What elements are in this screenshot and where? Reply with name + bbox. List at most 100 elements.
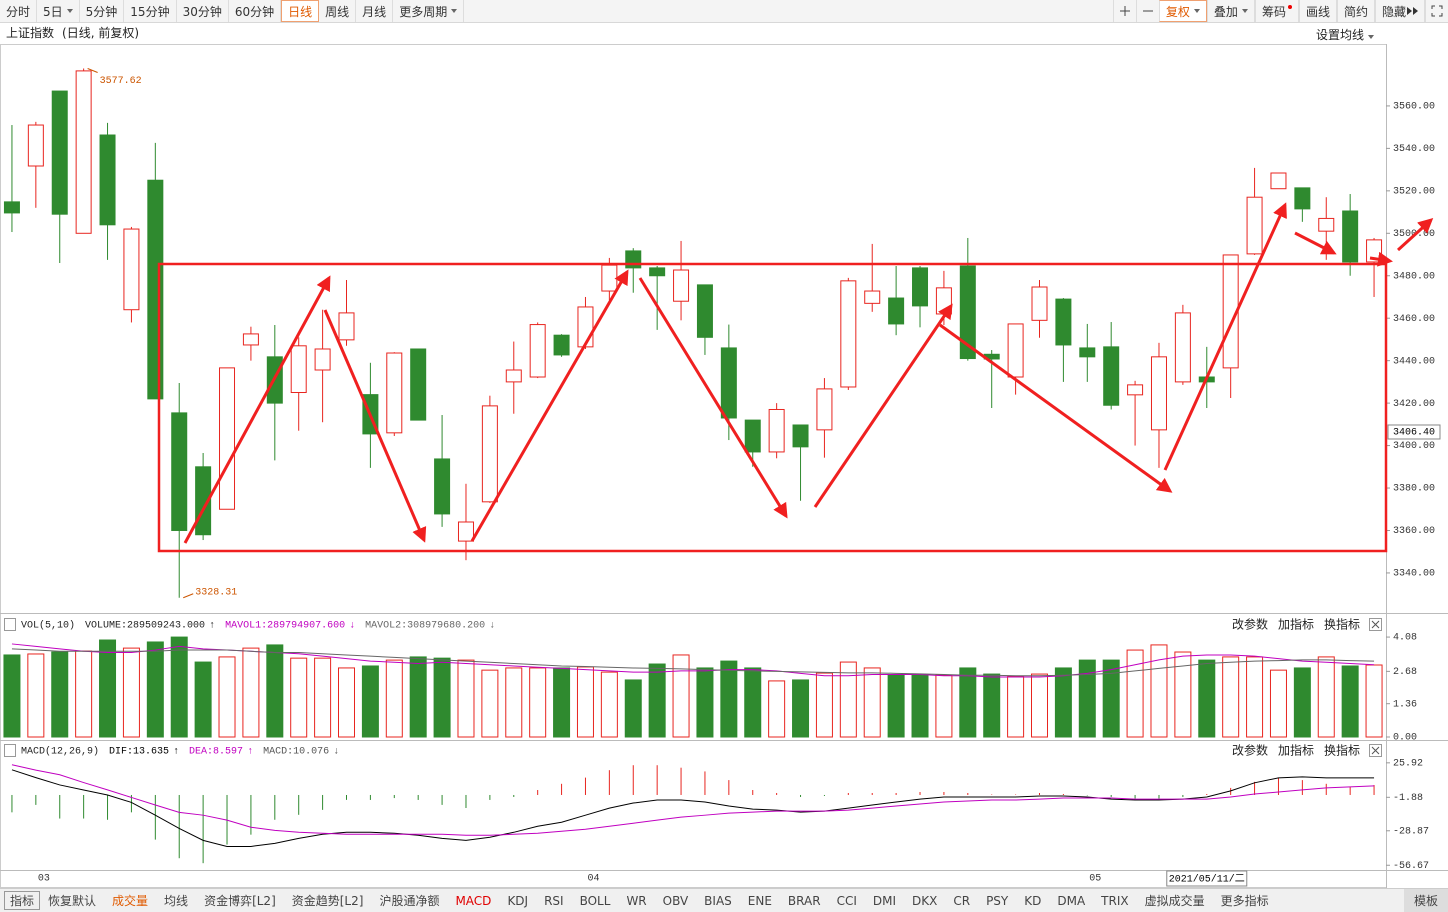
candle-body (290, 345, 307, 394)
candle-body (625, 250, 642, 269)
volume-bar (553, 667, 571, 738)
frame (0, 44, 1387, 888)
volume-bar (75, 650, 93, 738)
y-tick-label: 4.08 (1393, 633, 1417, 644)
y-tick-label: 2.68 (1393, 667, 1417, 678)
panel-tool[interactable]: 改参数 (1232, 743, 1268, 758)
candle-body (27, 124, 44, 167)
legend-text: ↑ (173, 747, 179, 758)
indicator-tab[interactable]: CCI (836, 893, 857, 908)
candle-body (147, 179, 164, 400)
volume-bar (1293, 667, 1311, 738)
indicator-tab[interactable]: 资金趋势[L2] (291, 894, 364, 908)
tool-button[interactable]: 复权 (1158, 0, 1207, 22)
candle-body (1246, 196, 1263, 255)
chart: 3340.00 3360.00 3380.00 3400.00 3420.00 3440.… (0, 44, 1448, 888)
candle-body (481, 405, 498, 503)
period-button[interactable]: 月线 (356, 0, 394, 22)
indicator-tab[interactable]: DMI (872, 893, 896, 908)
indicator-tab[interactable]: 资金博弈[L2] (204, 894, 276, 908)
tool-button[interactable]: 筹码 (1254, 0, 1299, 22)
candle-body (888, 297, 905, 325)
legend-text: ↑ (247, 747, 253, 758)
indicator-tab[interactable]: 模板 (1403, 889, 1448, 912)
period-button[interactable]: 5日 (37, 0, 80, 22)
period-button[interactable]: 日线 (281, 0, 320, 22)
tool-button[interactable]: 隐藏 (1374, 0, 1425, 22)
candle-body (1342, 210, 1359, 263)
tool-button[interactable]: 叠加 (1206, 0, 1255, 22)
indicator-tab[interactable]: KDJ (507, 893, 529, 908)
tool-button[interactable]: 画线 (1298, 0, 1337, 22)
indicator-tab[interactable]: MACD (455, 893, 492, 908)
period-button[interactable]: 更多周期 (393, 0, 465, 22)
indicator-tab[interactable]: ENE (747, 893, 772, 908)
panel-tool[interactable]: 加指标 (1278, 743, 1314, 758)
legend-text: DIF:13.635 (109, 747, 169, 758)
indicator-tab[interactable]: 指标 (4, 891, 41, 910)
candle-body (314, 348, 331, 371)
indicator-tab[interactable]: BRAR (787, 893, 821, 908)
tool-button[interactable]: 简约 (1336, 0, 1375, 22)
panel-tool[interactable]: 加指标 (1278, 617, 1314, 632)
volume-bar (648, 663, 666, 738)
icon-button[interactable] (1425, 0, 1448, 22)
indicator-tab[interactable]: 成交量 (112, 894, 149, 908)
trend-arrow (470, 269, 629, 542)
indicator-tab[interactable]: 恢复默认 (48, 894, 97, 908)
indicator-tab[interactable]: KD (1024, 893, 1042, 908)
indicator-tab[interactable]: OBV (662, 893, 689, 908)
ma-setting[interactable]: 设置均线 (1316, 26, 1374, 43)
icon-button[interactable] (1135, 0, 1159, 22)
y-tick-label: -28.87 (1393, 826, 1429, 837)
chart-mode: (日线, 前复权) (62, 26, 140, 40)
period-button[interactable]: 15分钟 (124, 0, 177, 22)
volume-bar (1102, 659, 1120, 738)
indicator-tab[interactable]: DMA (1057, 893, 1086, 908)
volume-bar (338, 667, 355, 738)
indicator-tab[interactable]: 均线 (164, 894, 189, 908)
indicator-tab[interactable]: PSY (986, 893, 1009, 908)
volume-bar (481, 669, 499, 738)
period-button[interactable]: 5分钟 (80, 0, 125, 22)
indicator-tab[interactable]: 虚拟成交量 (1144, 894, 1205, 908)
panel-tool[interactable]: 改参数 (1232, 617, 1268, 632)
ma-setting-label[interactable]: 设置均线 (1315, 28, 1364, 42)
volume-bar (170, 636, 188, 738)
candle-body (1127, 384, 1144, 396)
indicator-tab[interactable]: CR (953, 893, 971, 908)
period-button[interactable]: 60分钟 (229, 0, 282, 22)
help-icon[interactable] (4, 744, 16, 757)
toolbar: 分时 5日 5分钟 15分钟 30分钟 60分钟 日线 周线 月线 更多周期 复权 叠加 筹码 画线 简约隐… (0, 0, 1448, 23)
candle-body (912, 267, 929, 307)
panel-tool[interactable]: 换指标 (1324, 617, 1360, 632)
volume-bar (218, 656, 236, 738)
indicator-tab[interactable]: BIAS (704, 893, 732, 908)
indicator-tab[interactable]: WR (626, 893, 647, 908)
period-button[interactable]: 分时 (0, 0, 38, 22)
y-tick-label: 3360.00 (1393, 526, 1435, 537)
panel-tool[interactable]: 换指标 (1324, 743, 1360, 758)
candle-body (457, 521, 474, 542)
candle-body (816, 388, 833, 431)
y-tick-label: 3420.00 (1393, 399, 1435, 410)
volume-bar (3, 654, 21, 738)
indicator-tab[interactable]: DKX (912, 893, 938, 908)
period-button[interactable]: 30分钟 (177, 0, 229, 22)
icon-button[interactable] (1112, 0, 1136, 22)
candle-body (864, 290, 881, 304)
indicator-tab[interactable]: BOLL (579, 893, 611, 908)
indicator-tab[interactable]: TRIX (1101, 893, 1129, 908)
indicator-tab[interactable]: 更多指标 (1220, 894, 1269, 908)
help-icon[interactable] (4, 618, 16, 631)
period-button[interactable]: 周线 (319, 0, 357, 22)
x-tick-label: 03 (38, 874, 50, 885)
trend-arrow (323, 309, 427, 543)
indicator-tab[interactable]: 沪股通净额 (379, 894, 440, 908)
candle-body (1174, 312, 1191, 383)
indicator-tab[interactable]: RSI (544, 893, 564, 908)
legend-text: DEA:8.597 (189, 747, 243, 758)
volume-bar (290, 657, 308, 738)
volume-bar (600, 671, 618, 738)
